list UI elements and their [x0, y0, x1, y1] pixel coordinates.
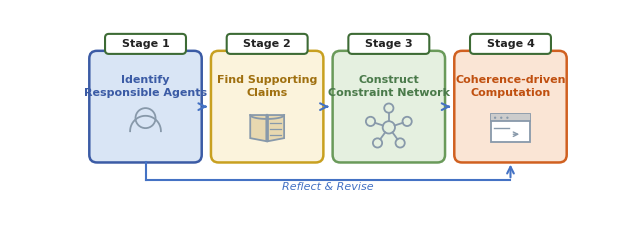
Circle shape [494, 117, 496, 119]
Text: Stage 2: Stage 2 [243, 39, 291, 49]
Text: Construct
Constraint Network: Construct Constraint Network [328, 75, 450, 98]
Text: Reflect & Revise: Reflect & Revise [282, 182, 374, 192]
FancyBboxPatch shape [454, 51, 566, 162]
FancyBboxPatch shape [348, 34, 429, 54]
Polygon shape [268, 115, 284, 141]
FancyBboxPatch shape [492, 114, 530, 142]
FancyBboxPatch shape [105, 34, 186, 54]
FancyBboxPatch shape [211, 51, 323, 162]
Text: Stage 1: Stage 1 [122, 39, 170, 49]
FancyBboxPatch shape [333, 51, 445, 162]
Polygon shape [250, 115, 266, 141]
FancyBboxPatch shape [470, 34, 551, 54]
Circle shape [500, 117, 502, 119]
Text: Stage 4: Stage 4 [486, 39, 534, 49]
Text: Stage 3: Stage 3 [365, 39, 413, 49]
Circle shape [506, 117, 509, 119]
FancyBboxPatch shape [492, 114, 530, 121]
FancyBboxPatch shape [90, 51, 202, 162]
Text: Find Supporting
Claims: Find Supporting Claims [217, 75, 317, 98]
Text: Identify
Responsible Agents: Identify Responsible Agents [84, 75, 207, 98]
FancyBboxPatch shape [227, 34, 308, 54]
Text: Coherence-driven
Computation: Coherence-driven Computation [455, 75, 566, 98]
